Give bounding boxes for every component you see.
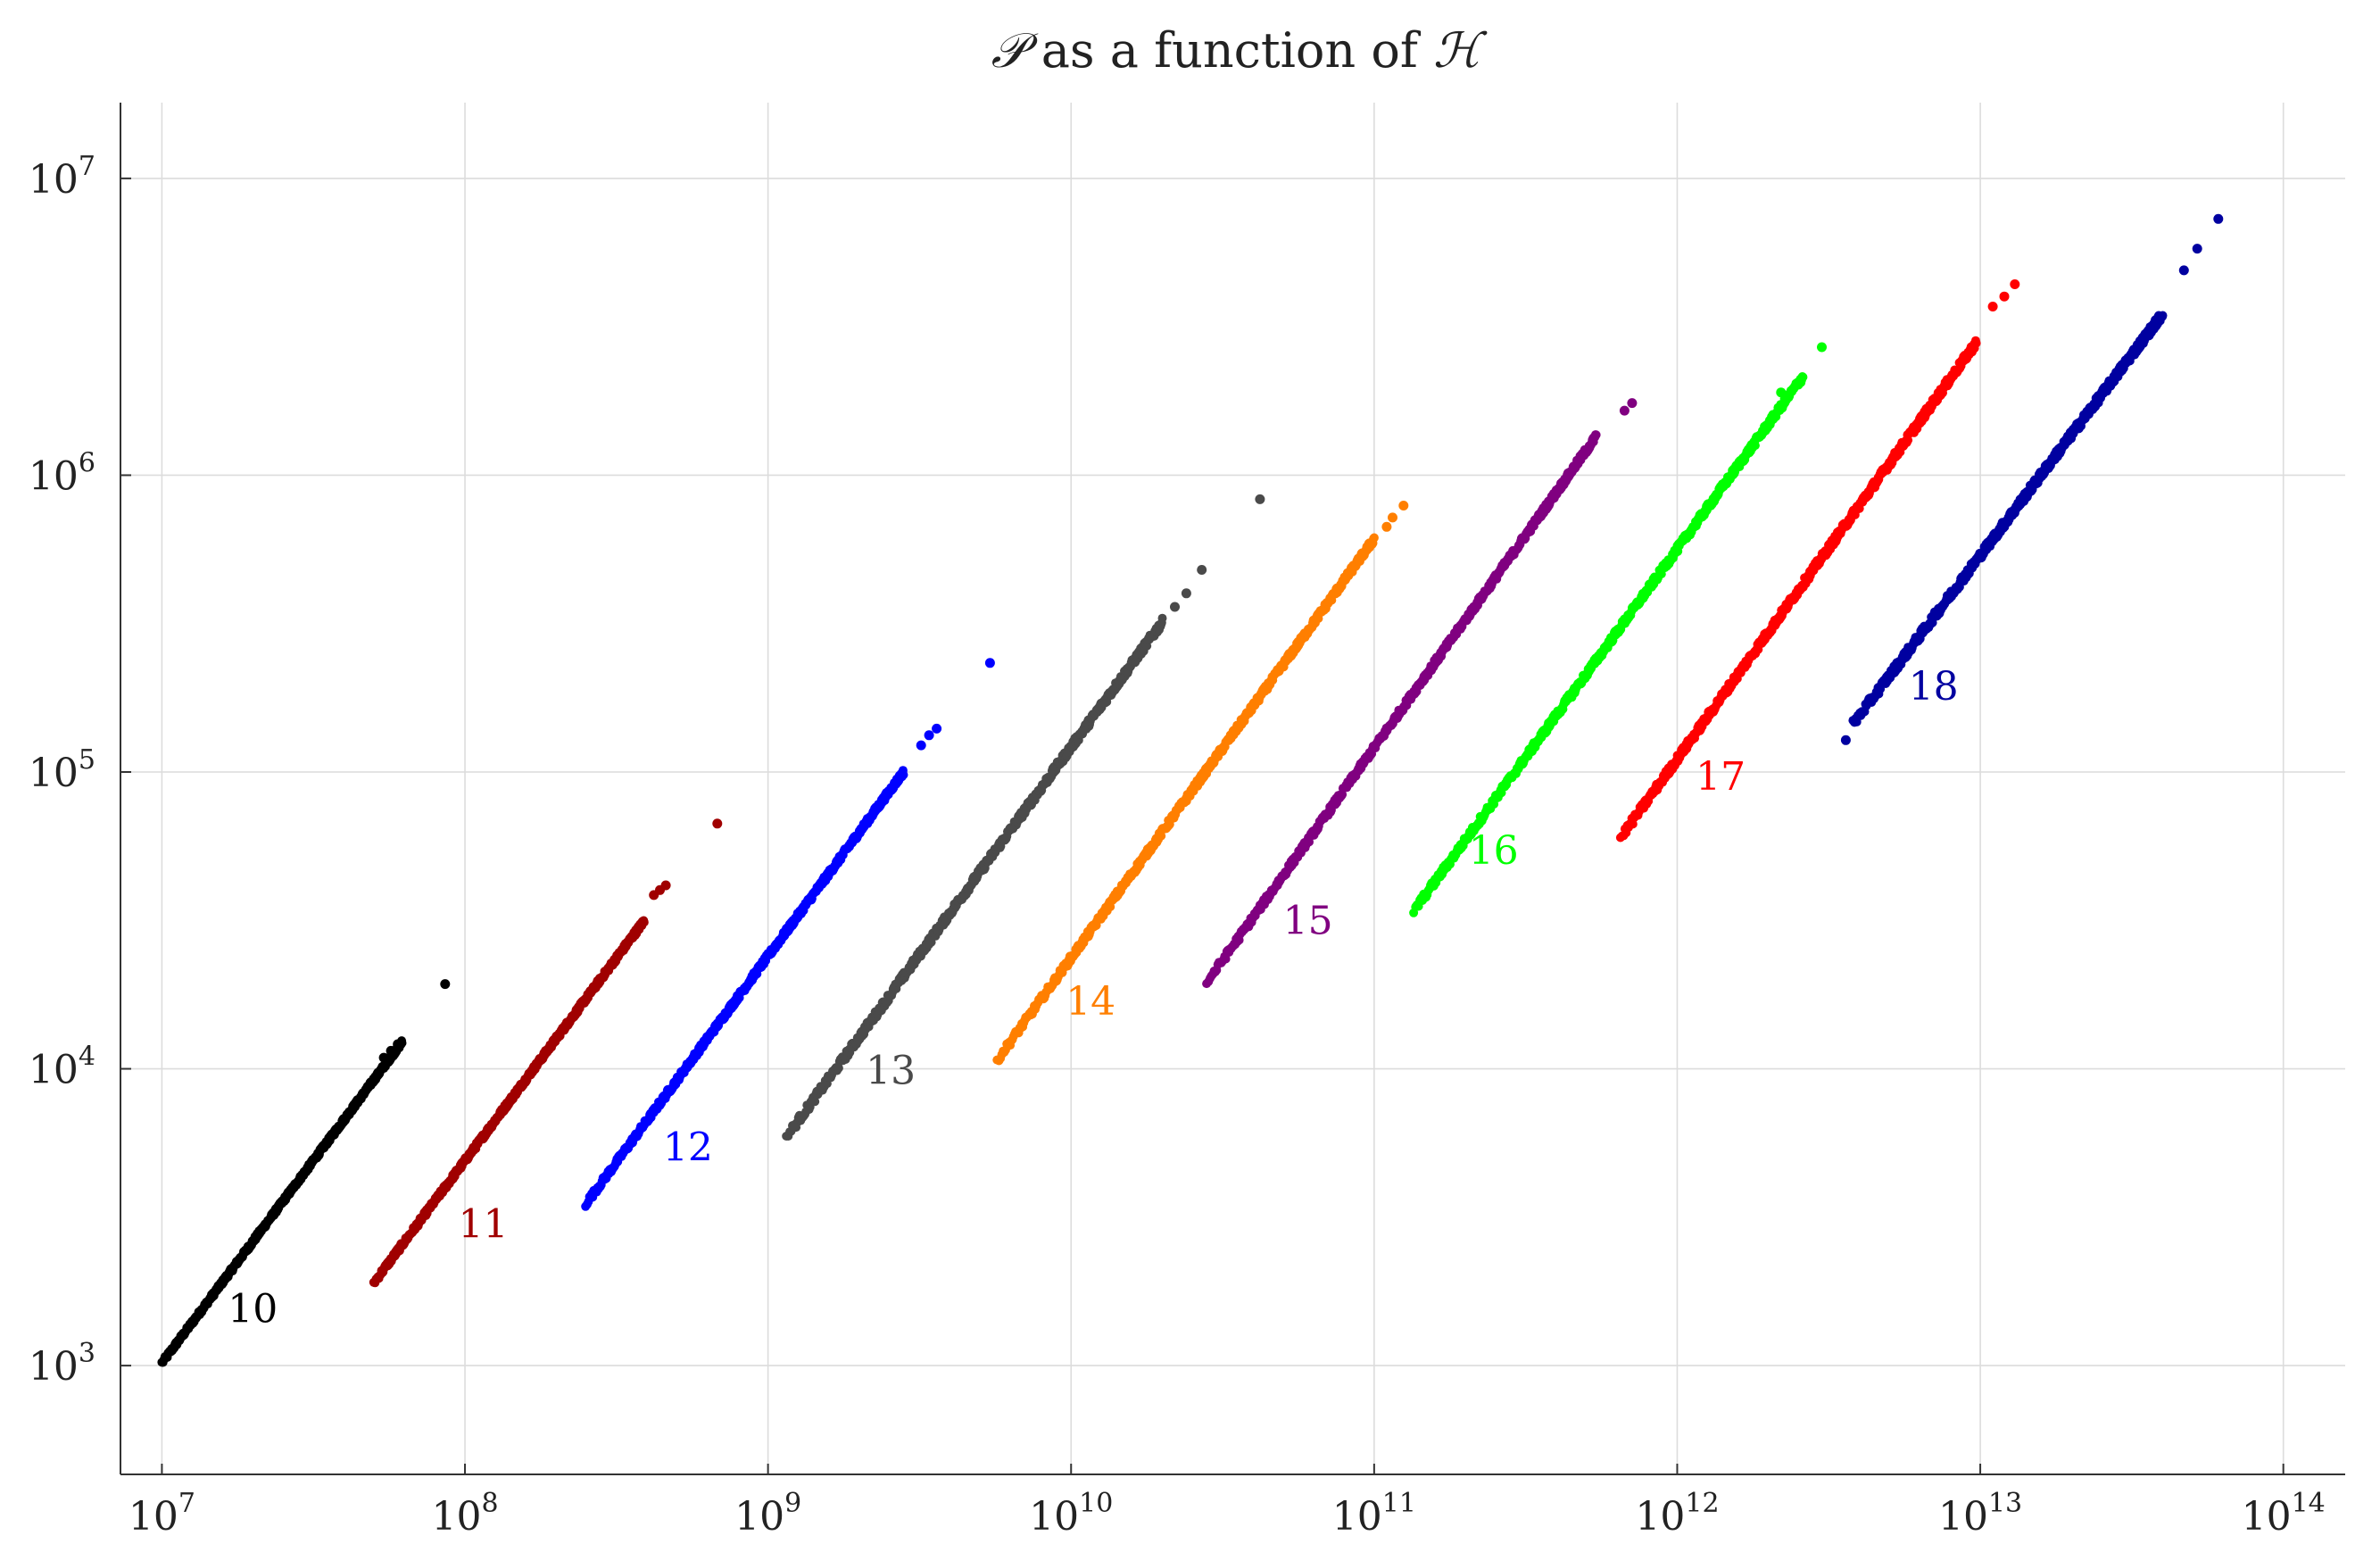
data-point	[810, 1097, 820, 1107]
series-label-13: 13	[866, 1048, 916, 1093]
data-point	[1591, 430, 1601, 440]
series-label-12: 12	[663, 1125, 713, 1171]
data-point-outlier	[924, 730, 934, 741]
data-point	[899, 770, 908, 780]
data-point-outlier	[1381, 521, 1392, 532]
series-10	[157, 979, 451, 1367]
x-tick-label: 108	[431, 1488, 498, 1540]
x-tick-label: 1014	[2242, 1488, 2326, 1540]
data-point-outlier	[1255, 494, 1265, 504]
y-tick-label: 104	[29, 1042, 95, 1093]
series-13	[782, 494, 1265, 1141]
data-point-outlier	[2192, 244, 2202, 254]
data-point-outlier	[1170, 602, 1180, 612]
y-tick-label: 103	[29, 1338, 95, 1390]
data-point	[1157, 831, 1166, 841]
data-point-outlier	[916, 740, 926, 751]
data-point	[1369, 533, 1379, 543]
y-tick-label: 105	[29, 744, 95, 796]
data-point-outlier	[2010, 279, 2020, 289]
data-point-outlier	[1627, 398, 1638, 409]
series-12	[581, 658, 995, 1211]
x-tick-label: 1012	[1635, 1488, 1719, 1540]
data-point-outlier	[386, 1045, 396, 1056]
x-tick-label: 107	[129, 1488, 195, 1540]
series-14	[992, 501, 1409, 1066]
data-point-outlier	[932, 723, 942, 734]
data-point-outlier	[1776, 387, 1787, 398]
x-tick-label: 1013	[1938, 1488, 2022, 1540]
data-point	[1157, 613, 1167, 623]
y-tick-label: 107	[29, 151, 95, 203]
data-point-outlier	[655, 884, 665, 895]
y-tick-label: 106	[29, 447, 95, 499]
grid-lines	[120, 103, 2345, 1474]
series-label-17: 17	[1696, 754, 1746, 800]
series-label-11: 11	[459, 1202, 509, 1248]
data-point-outlier	[712, 818, 723, 829]
data-point-outlier	[2178, 265, 2189, 276]
title-script-h: ℋ	[1433, 22, 1488, 79]
data-point	[833, 1063, 843, 1073]
data-point-outlier	[1388, 512, 1397, 523]
data-point-outlier	[1817, 342, 1827, 353]
data-point-outlier	[393, 1039, 403, 1050]
x-tick-label: 1011	[1332, 1488, 1416, 1540]
x-tick-label: 1010	[1029, 1488, 1113, 1540]
data-point-outlier	[1619, 405, 1630, 416]
data-point-outlier	[1181, 588, 1191, 599]
data-point-outlier	[984, 658, 995, 668]
title-middle-text: as a function of	[1026, 22, 1433, 79]
x-tick-label: 109	[734, 1488, 801, 1540]
data-point-outlier	[1197, 565, 1207, 575]
data-point-outlier	[1999, 291, 2010, 302]
data-point	[639, 917, 649, 927]
data-point-outlier	[378, 1052, 389, 1063]
series-label-15: 15	[1283, 898, 1333, 943]
series-label-18: 18	[1909, 664, 1959, 710]
series-label-16: 16	[1469, 828, 1519, 874]
series-label-14: 14	[1066, 979, 1115, 1025]
chart-title: 𝒫 as a function of ℋ	[991, 22, 1488, 79]
data-point	[1971, 338, 1981, 348]
series-11	[369, 818, 723, 1288]
data-point	[2158, 311, 2168, 320]
axes	[120, 103, 2345, 1475]
data-series	[157, 213, 2224, 1367]
tick-labels: 107 108 109 1010 1011 1012 1013 101410310410510…	[29, 151, 2326, 1540]
data-point	[1798, 372, 1808, 382]
data-point-outlier	[2213, 213, 2224, 224]
data-point-outlier	[1987, 302, 1998, 311]
data-point-outlier	[1840, 735, 1851, 745]
data-point-outlier	[440, 979, 451, 990]
series-label-10: 10	[228, 1287, 278, 1332]
data-point-outlier	[1398, 501, 1409, 511]
